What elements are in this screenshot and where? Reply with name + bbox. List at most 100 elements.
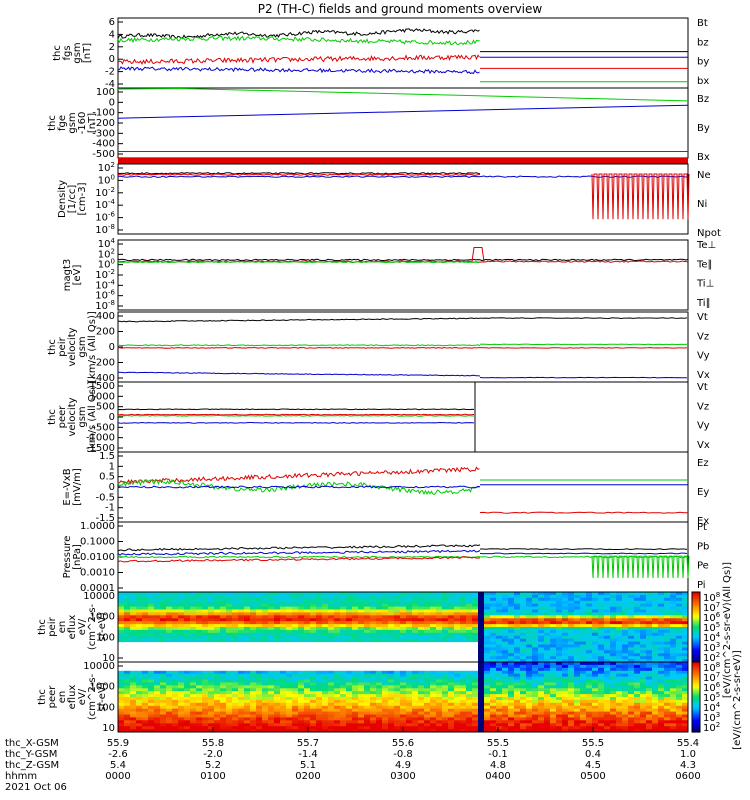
spec-cell <box>580 638 587 643</box>
spec-cell <box>214 609 221 613</box>
spec-cell <box>574 691 581 695</box>
spec-cell <box>610 676 617 680</box>
y-tick-label: 10-8 <box>95 223 115 236</box>
spec-cell <box>382 635 389 640</box>
spec-cell <box>178 609 185 613</box>
spec-cell <box>334 594 341 599</box>
spec-cell <box>268 705 275 710</box>
spec-cell <box>340 606 347 610</box>
spec-cell <box>352 723 359 727</box>
spec-cell <box>562 670 569 675</box>
spec-cell <box>568 667 575 672</box>
spec-cell <box>508 711 515 715</box>
spec-cell <box>496 726 503 730</box>
spec-cell <box>226 621 233 625</box>
spec-cell <box>550 606 557 610</box>
spec-cell <box>214 723 221 727</box>
spec-cell <box>370 632 377 637</box>
spec-cell <box>298 612 305 616</box>
spec-cell <box>556 688 563 692</box>
spec-cell <box>460 685 467 689</box>
series-vx <box>117 371 481 377</box>
spec-cell <box>202 691 209 695</box>
spec-cell <box>460 597 467 602</box>
spec-cell <box>490 594 497 599</box>
spec-cell <box>298 624 305 628</box>
spec-cell <box>514 664 521 669</box>
spec-cell <box>484 612 491 616</box>
spec-cell <box>580 723 587 727</box>
spec-cell <box>232 726 239 730</box>
spec-cell <box>508 629 515 634</box>
spec-cell <box>658 653 665 657</box>
spec-cell <box>574 685 581 689</box>
spec-cell <box>580 609 587 613</box>
spec-cell <box>640 688 647 692</box>
spec-cell <box>430 699 437 704</box>
spec-cell <box>394 615 401 619</box>
spec-cell <box>520 615 527 619</box>
spec-cell <box>670 609 677 613</box>
spec-cell <box>556 618 563 622</box>
spec-cell <box>502 624 509 628</box>
spec-cell <box>496 641 503 645</box>
colorbar-cell <box>692 662 700 665</box>
spec-cell <box>508 682 515 686</box>
spec-cell <box>280 612 287 616</box>
spec-cell <box>184 726 191 730</box>
spec-cell <box>286 711 293 715</box>
colorbar-cell <box>692 711 700 714</box>
spec-cell <box>598 603 605 608</box>
spec-cell <box>268 723 275 727</box>
spec-cell <box>196 638 203 643</box>
spec-cell <box>364 682 371 686</box>
spec-cell <box>538 729 545 733</box>
spec-cell <box>370 688 377 692</box>
spec-cell <box>370 635 377 640</box>
spec-cell <box>418 679 425 683</box>
spec-cell <box>238 600 245 605</box>
spec-cell <box>598 702 605 707</box>
spec-cell <box>634 697 641 701</box>
colorbar-cell <box>692 634 700 637</box>
spec-cell <box>676 726 683 730</box>
spec-cell <box>184 621 191 625</box>
spec-cell <box>358 606 365 610</box>
spec-cell <box>574 638 581 643</box>
spec-cell <box>424 682 431 686</box>
spec-cell <box>244 612 251 616</box>
spec-cell <box>592 609 599 613</box>
spec-cell <box>496 603 503 608</box>
spec-cell <box>304 673 311 678</box>
spec-cell <box>544 632 551 637</box>
spec-cell <box>490 711 497 715</box>
spec-cell <box>352 629 359 634</box>
spec-cell <box>640 699 647 704</box>
spec-cell <box>490 699 497 704</box>
spec-cell <box>580 629 587 634</box>
spec-cell <box>370 720 377 724</box>
spec-cell <box>604 723 611 727</box>
spec-cell <box>298 723 305 727</box>
spec-cell <box>676 592 683 596</box>
spec-cell <box>514 600 521 605</box>
spec-cell <box>370 670 377 675</box>
spec-cell <box>556 685 563 689</box>
colorbar-title: [eV/(cm^2-s-sr-eV)] <box>732 650 743 750</box>
spec-cell <box>652 621 659 625</box>
spec-cell <box>406 702 413 707</box>
spec-cell <box>286 729 293 733</box>
spec-cell <box>196 632 203 637</box>
spec-cell <box>580 676 587 680</box>
spec-cell <box>394 682 401 686</box>
spec-cell <box>616 705 623 710</box>
spec-cell <box>526 726 533 730</box>
spec-cell <box>460 676 467 680</box>
spec-cell <box>496 653 503 657</box>
spec-cell <box>424 592 431 596</box>
spec-cell <box>142 688 149 692</box>
y-axis-label-line: gsm <box>77 336 88 357</box>
spec-cell <box>550 647 557 651</box>
spec-cell <box>640 667 647 672</box>
spec-cell <box>280 606 287 610</box>
